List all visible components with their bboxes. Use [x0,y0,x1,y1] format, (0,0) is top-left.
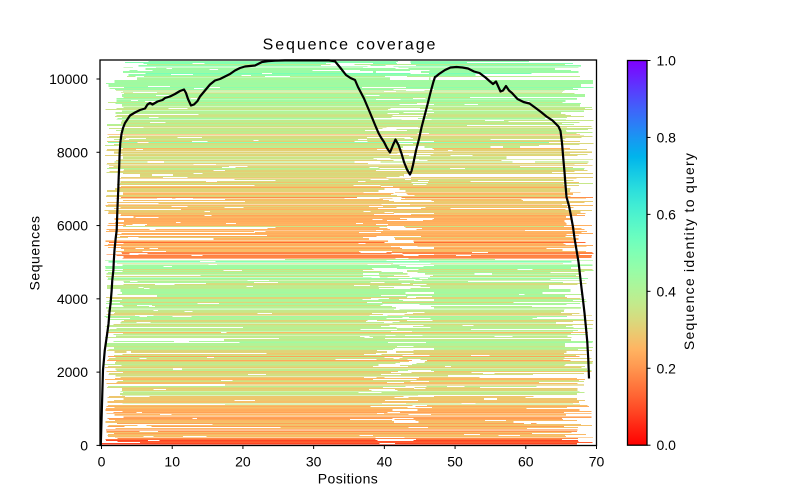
svg-text:0.2: 0.2 [657,360,677,376]
svg-text:0: 0 [98,454,106,470]
svg-text:Positions: Positions [318,471,378,487]
svg-text:10000: 10000 [49,71,88,87]
svg-text:10: 10 [164,454,180,470]
svg-text:20: 20 [235,454,251,470]
svg-text:Sequence coverage: Sequence coverage [263,37,438,54]
svg-text:40: 40 [377,454,393,470]
svg-text:0.8: 0.8 [657,129,677,145]
svg-text:8000: 8000 [57,144,88,160]
svg-text:30: 30 [306,454,322,470]
svg-text:Sequences: Sequences [27,215,43,290]
svg-text:6000: 6000 [57,218,88,234]
svg-text:2000: 2000 [57,364,88,380]
svg-text:0.0: 0.0 [657,437,677,453]
svg-text:0.6: 0.6 [657,206,677,222]
svg-text:4000: 4000 [57,291,88,307]
svg-text:60: 60 [518,454,534,470]
svg-text:1.0: 1.0 [657,53,677,69]
svg-text:70: 70 [589,454,605,470]
svg-text:0: 0 [80,437,88,453]
svg-text:0.4: 0.4 [657,283,677,299]
svg-text:50: 50 [447,454,463,470]
svg-text:Sequence identity to query: Sequence identity to query [681,152,697,350]
